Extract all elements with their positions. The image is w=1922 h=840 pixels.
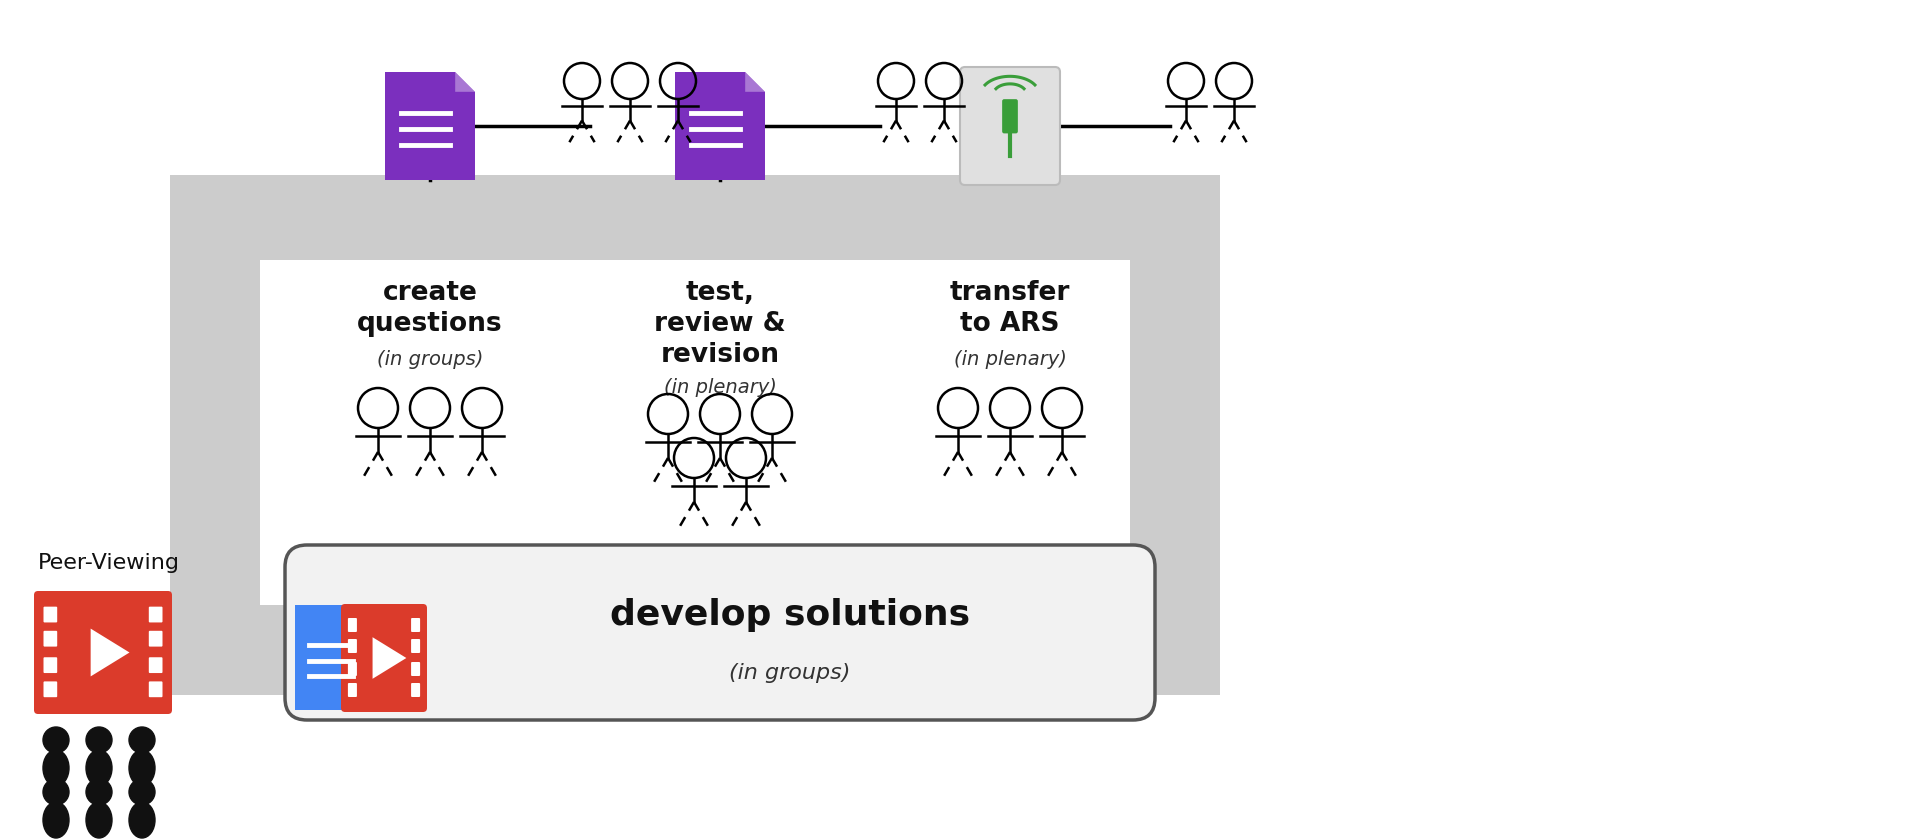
FancyBboxPatch shape [411,683,421,697]
FancyArrow shape [115,601,225,700]
Polygon shape [90,628,129,676]
Ellipse shape [42,802,69,838]
Text: (in groups): (in groups) [728,663,850,683]
Circle shape [86,727,111,753]
Ellipse shape [129,802,156,838]
FancyBboxPatch shape [348,618,357,632]
Text: (in plenary): (in plenary) [953,350,1067,369]
FancyBboxPatch shape [348,639,357,653]
FancyBboxPatch shape [348,662,357,676]
Text: develop solutions: develop solutions [609,598,971,632]
FancyBboxPatch shape [35,591,171,714]
FancyBboxPatch shape [44,681,58,697]
Ellipse shape [86,750,111,786]
Polygon shape [675,72,765,180]
FancyBboxPatch shape [44,606,58,622]
Circle shape [129,727,156,753]
Circle shape [42,727,69,753]
Polygon shape [357,605,375,622]
Polygon shape [373,638,406,679]
Polygon shape [746,72,765,92]
FancyBboxPatch shape [148,606,163,622]
Text: (in groups): (in groups) [377,350,482,369]
Polygon shape [456,72,475,92]
Bar [169,605,1174,695]
FancyBboxPatch shape [340,604,427,712]
FancyBboxPatch shape [284,545,1155,720]
Circle shape [42,779,69,805]
Text: transfer
to ARS: transfer to ARS [949,280,1071,337]
Text: test,
review &
revision: test, review & revision [653,280,786,368]
FancyBboxPatch shape [44,657,58,673]
FancyBboxPatch shape [148,631,163,647]
Text: (in plenary): (in plenary) [663,378,776,397]
Circle shape [86,779,111,805]
Ellipse shape [86,802,111,838]
FancyBboxPatch shape [411,662,421,676]
FancyBboxPatch shape [348,683,357,697]
FancyBboxPatch shape [411,639,421,653]
Polygon shape [294,605,375,710]
FancyBboxPatch shape [411,618,421,632]
FancyBboxPatch shape [148,681,163,697]
Text: Peer-Viewing: Peer-Viewing [38,553,181,573]
Ellipse shape [42,750,69,786]
Circle shape [129,779,156,805]
Ellipse shape [129,750,156,786]
Bar [169,175,259,695]
Bar [1130,175,1220,695]
Text: create
questions: create questions [357,280,504,337]
FancyBboxPatch shape [1001,99,1019,134]
Polygon shape [384,72,475,180]
FancyBboxPatch shape [44,631,58,647]
Bar [169,175,1174,260]
FancyBboxPatch shape [959,67,1061,185]
FancyBboxPatch shape [148,657,163,673]
